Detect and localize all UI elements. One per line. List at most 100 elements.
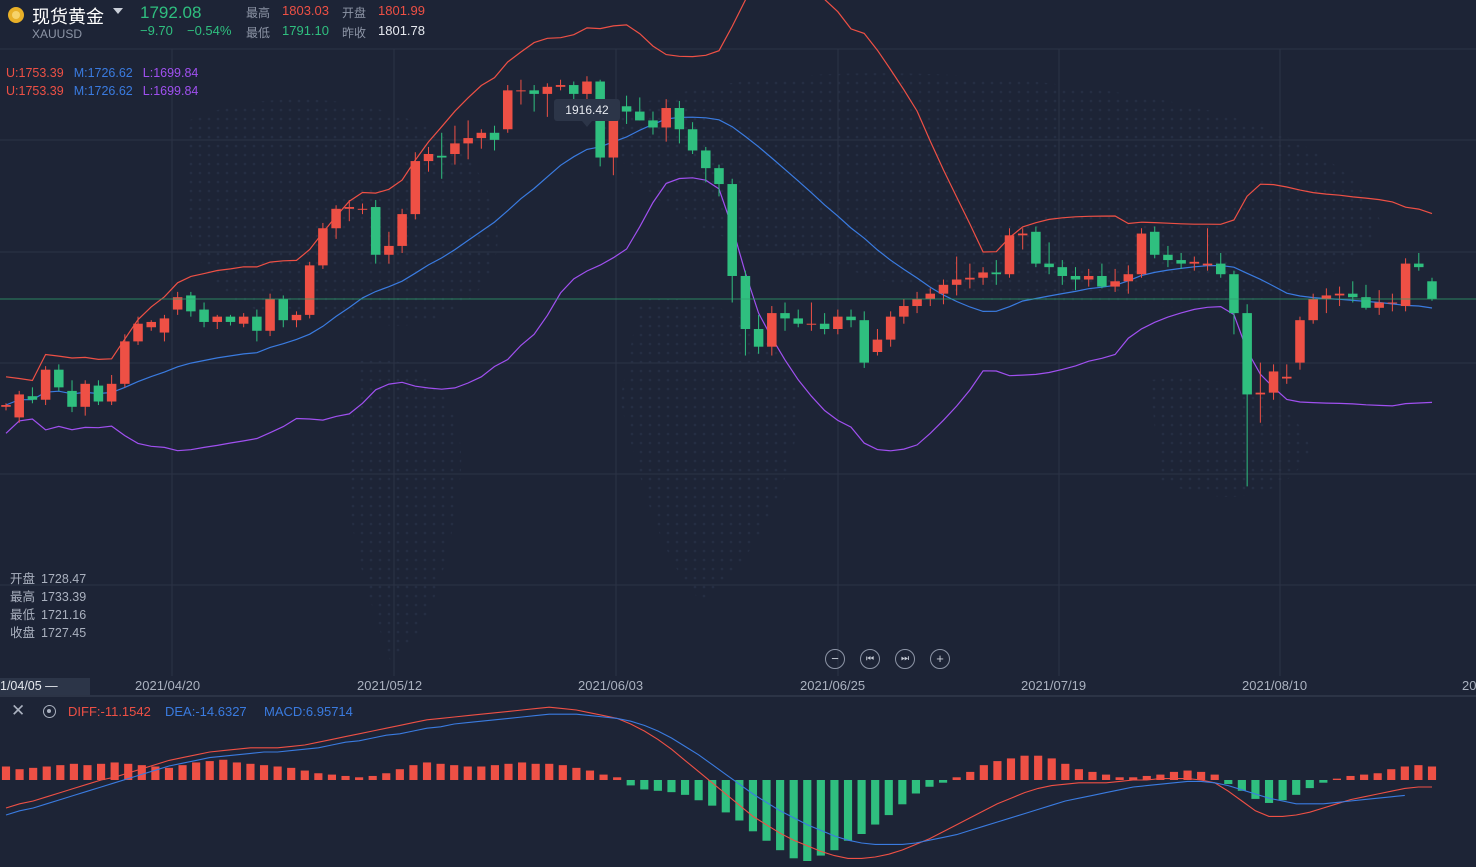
candle-body [278,298,289,321]
boll-lower: L:1699.84 [142,66,199,80]
macd-bar [164,767,174,780]
macd-bar [776,780,785,851]
macd-bar [979,765,988,780]
candle-body [1163,254,1173,261]
candle-body [67,390,77,407]
candle [278,295,289,328]
candle-body [1110,281,1120,287]
macd-bar [572,767,581,780]
candle-body [40,369,51,400]
candle-body [582,81,592,94]
macd-bar [219,759,228,780]
candle-body [1361,297,1371,308]
candle-body [1348,293,1358,298]
candlestick-chart[interactable] [0,0,1476,700]
high-value: 1733.39 [41,590,87,604]
macd-bar [15,769,24,780]
macd-bar [477,766,486,780]
candle [450,125,460,165]
macd-bar [1387,769,1396,780]
candle-body [146,321,156,328]
zoom-out-button[interactable]: − [825,649,845,669]
macd-histogram [1,755,1437,861]
macd-bar [409,765,418,780]
candle-body [1057,267,1068,276]
candle [67,380,77,413]
scroll-end-button[interactable]: ⏭ [895,649,915,669]
candle [397,208,407,253]
candle-body [833,316,843,330]
candle-body [806,323,817,325]
candle [357,203,368,215]
candle [238,313,249,328]
candle-body [516,90,526,92]
macd-bar [762,780,771,841]
candle [767,306,777,356]
macd-bar [232,762,241,780]
candle [304,261,315,319]
close-icon[interactable]: ✕ [11,701,26,720]
candle-body [80,383,90,407]
candle-body [93,385,104,402]
candle-body [1004,235,1015,275]
candle-body [318,228,328,266]
candle-body [238,316,249,324]
candle-body [450,143,460,154]
candle [1057,260,1068,285]
candle-body [1017,233,1028,236]
high-label: 最高 [10,590,36,604]
candle [833,309,843,335]
gear-icon[interactable] [43,705,56,718]
candle-body [410,161,421,215]
symbol-code: XAUUSD [32,27,83,41]
candle [502,85,513,133]
quote-header: 现货黄金 XAUUSD 1792.08 −9.70 −0.54% 最高 1803… [0,0,1476,48]
candle-body [159,318,170,333]
candle [1136,228,1147,278]
candle [529,85,539,112]
scroll-start-button[interactable]: ⏮ [860,649,880,669]
close-label: 收盘 [10,626,36,640]
candle-body [27,396,38,400]
candle [1004,228,1015,278]
macd-bar [205,761,214,780]
symbol-name[interactable]: 现货黄金 [32,7,104,27]
macd-bar [816,780,825,856]
prev-close-label: 昨收 [342,26,367,40]
macd-bar [314,773,323,780]
candle-body [1044,263,1054,268]
macd-bar [1400,766,1409,780]
boll-legend-2: U:1753.39 M:1726.62 L:1699.84 [6,84,208,98]
macd-dea-line [5,713,1405,845]
candle [1176,253,1186,269]
candle-body [846,316,856,321]
open-value: 1728.47 [41,572,87,586]
macd-bar [341,775,350,780]
candle-body [502,90,513,130]
candle [819,313,830,335]
candle [714,164,724,197]
x-tick: 2021/04/20 [135,678,201,693]
zoom-in-button[interactable]: + [930,649,950,669]
candle [753,314,764,354]
macd-bar [422,762,432,780]
macd-bar [29,767,38,780]
candle-body [1229,274,1239,314]
macd-bar [96,763,106,780]
chevron-down-icon[interactable] [113,8,123,14]
hover-ohlc-panel: 开盘 1728.47 最高 1733.39 最低 1721.16 收盘 1727.45 [10,570,86,642]
candle-body [370,207,381,255]
candle-body [225,316,236,322]
macd-lines [5,706,1432,859]
candle-body [1149,231,1160,255]
x-tick: 2021/05/12 [357,678,423,693]
macd-bar [952,777,961,780]
max-price-tooltip: 1916.42 [554,99,620,127]
candle-body [1202,263,1213,266]
boll-legend: U:1753.39 M:1726.62 L:1699.84 [6,66,208,80]
candle [331,205,341,239]
candle [14,390,24,423]
candle [1017,228,1028,250]
